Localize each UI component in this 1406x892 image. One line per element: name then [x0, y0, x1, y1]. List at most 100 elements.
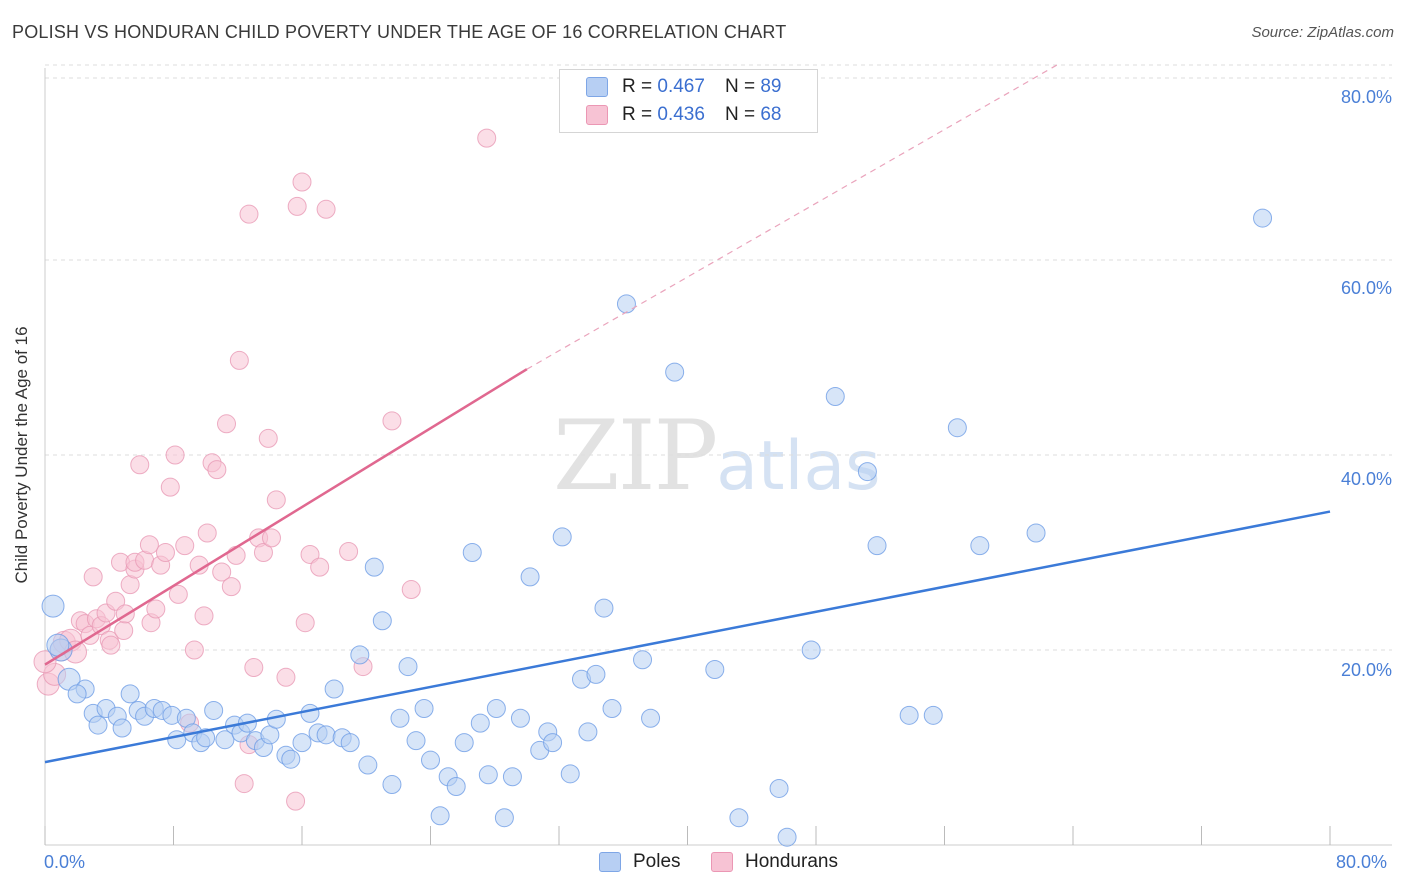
hondurans-swatch — [586, 105, 608, 125]
hondurans-point — [160, 477, 180, 497]
poles-point — [421, 750, 440, 770]
poles-point — [970, 536, 990, 556]
poles-point — [112, 718, 132, 738]
x-tick-label-min: 0.0% — [44, 852, 86, 872]
poles-point — [705, 660, 725, 679]
hondurans-point — [286, 791, 306, 811]
hondurans-point — [226, 545, 246, 565]
poles-point — [292, 733, 312, 753]
hondurans-point — [139, 535, 159, 555]
poles-point — [923, 705, 943, 725]
hondurans-trend-line — [44, 368, 528, 666]
poles-point — [340, 733, 360, 753]
hondurans-r-value: 0.436 — [657, 104, 705, 125]
hondurans-point — [300, 544, 320, 564]
hondurans-point — [310, 557, 330, 577]
poles-point — [390, 708, 410, 728]
poles-point — [947, 418, 967, 438]
legend-item-hondurans[interactable]: Hondurans — [711, 851, 838, 873]
hondurans-point — [261, 528, 281, 548]
hondurans-point — [382, 411, 402, 431]
poles-point — [454, 733, 474, 753]
hondurans-point — [401, 580, 421, 600]
y-tick-label-40: 40.0% — [1340, 469, 1392, 489]
poles-legend-swatch — [599, 852, 621, 872]
hondurans-n-label: N = — [724, 104, 756, 125]
poles-point — [358, 755, 378, 775]
poles-point — [552, 527, 572, 547]
hondurans-point — [276, 667, 296, 687]
legend-item-poles[interactable]: Poles — [599, 851, 681, 873]
hondurans-point — [212, 562, 232, 582]
poles-point — [196, 728, 216, 748]
poles-point — [560, 764, 580, 784]
poles-point — [281, 749, 301, 769]
poles-n-value: 89 — [760, 76, 782, 97]
poles-point — [801, 640, 821, 660]
poles-point — [398, 657, 418, 677]
poles-point — [350, 645, 370, 665]
watermark-atlas: atlas — [716, 427, 881, 506]
poles-point — [825, 387, 845, 406]
hondurans-point — [253, 543, 273, 562]
poles-point — [602, 699, 622, 718]
hondurans-point — [316, 199, 336, 219]
poles-point — [777, 827, 797, 847]
hondurans-point — [477, 128, 497, 148]
hondurans-r-label: R = — [622, 104, 653, 125]
hondurans-trend-extension — [526, 64, 1058, 370]
y-tick-label-80: 80.0% — [1340, 87, 1392, 107]
hondurans-point — [184, 640, 204, 660]
watermark-zip: ZIP — [553, 400, 718, 512]
poles-point — [67, 684, 87, 704]
poles-point — [510, 708, 530, 728]
poles-n-label: N = — [724, 76, 756, 97]
hondurans-point — [217, 414, 237, 434]
legend-row-hondurans: R = 0.436 N = 68 — [586, 100, 781, 130]
poles-point — [382, 775, 402, 795]
hondurans-point — [33, 650, 57, 674]
poles-point — [543, 733, 563, 753]
poles-r-label: R = — [622, 76, 653, 97]
y-tick-label-60: 60.0% — [1340, 278, 1392, 298]
poles-point — [769, 778, 789, 798]
poles-point — [372, 611, 392, 631]
y-axis-label: Child Poverty Under the Age of 16 — [12, 326, 31, 584]
poles-point — [665, 362, 685, 382]
poles-point — [729, 808, 749, 828]
poles-point — [641, 708, 661, 728]
poles-point — [633, 650, 653, 670]
hondurans-point — [83, 567, 103, 587]
source-label: Source: ZipAtlas.com — [1251, 24, 1394, 41]
poles-point — [88, 715, 108, 735]
poles-point — [300, 703, 320, 723]
legend-row-poles: R = 0.467 N = 89 — [586, 72, 781, 102]
hondurans-point — [101, 635, 121, 655]
hondurans-point — [194, 606, 214, 626]
hondurans-point — [106, 591, 126, 611]
hondurans-point — [155, 543, 175, 562]
hondurans-point — [339, 542, 359, 562]
hondurans-point — [287, 196, 307, 216]
stats-legend: R = 0.467 N = 89 R = 0.436 N = 68 — [559, 69, 818, 133]
poles-point — [616, 294, 636, 314]
poles-point — [594, 598, 614, 618]
poles-point — [502, 767, 522, 787]
hondurans-point — [168, 584, 188, 604]
poles-point — [324, 679, 344, 699]
poles-point — [857, 462, 877, 482]
poles-point — [41, 594, 65, 618]
hondurans-legend-swatch — [711, 852, 733, 872]
hondurans-point — [130, 455, 150, 475]
hondurans-point — [258, 428, 278, 448]
poles-point — [899, 705, 919, 725]
watermark: ZIPatlas — [553, 400, 881, 512]
poles-point — [1253, 208, 1273, 228]
x-tick-label-max: 80.0% — [1336, 852, 1388, 872]
poles-point — [578, 722, 598, 742]
hondurans-legend-label: Hondurans — [745, 851, 838, 872]
poles-legend-label: Poles — [633, 851, 681, 872]
poles-point — [470, 713, 490, 733]
poles-swatch — [586, 77, 608, 97]
